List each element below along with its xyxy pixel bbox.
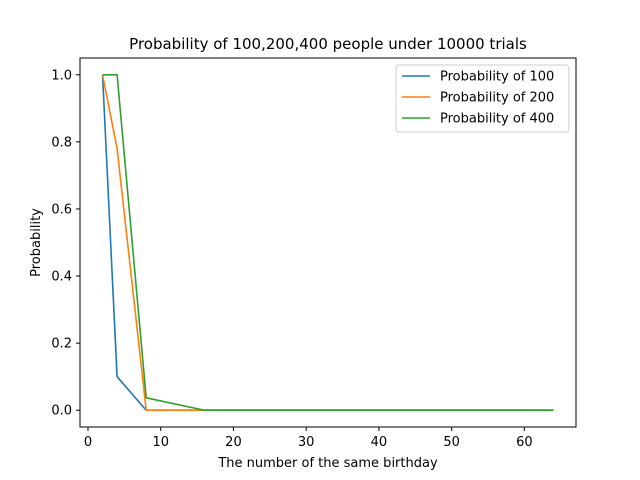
x-axis-ticks: 0 10 20 30 40 50 60 [84, 427, 533, 450]
legend-entry-label: Probability of 400 [440, 112, 554, 127]
y-tick-label: 0.8 [51, 135, 72, 150]
legend-entry-label: Probability of 200 [440, 91, 554, 106]
y-tick-label: 0.0 [51, 404, 72, 419]
y-tick-label: 0.4 [51, 270, 72, 285]
x-tick-label: 60 [516, 435, 533, 450]
x-tick-label: 20 [225, 435, 242, 450]
y-axis-label: Probability [29, 208, 44, 277]
y-tick-label: 1.0 [51, 68, 72, 83]
x-tick-label: 0 [84, 435, 92, 450]
x-tick-label: 30 [298, 435, 315, 450]
plot-frame [79, 57, 577, 428]
series-line-3 [102, 73, 554, 412]
y-tick-label: 0.6 [51, 202, 72, 217]
legend-entry-label: Probability of 100 [440, 70, 554, 85]
chart-title: Probability of 100,200,400 people under … [129, 35, 527, 53]
x-axis-label: The number of the same birthday [217, 456, 438, 471]
y-axis-ticks: 0.0 0.2 0.4 0.6 0.8 1.0 [51, 68, 80, 419]
x-tick-label: 40 [371, 435, 388, 450]
legend: Probability of 100 Probability of 200 Prob… [395, 64, 570, 133]
plot-lines [101, 73, 554, 412]
x-tick-label: 10 [152, 435, 169, 450]
x-tick-label: 50 [443, 435, 460, 450]
legend-box [395, 64, 570, 133]
y-tick-label: 0.2 [51, 337, 72, 352]
